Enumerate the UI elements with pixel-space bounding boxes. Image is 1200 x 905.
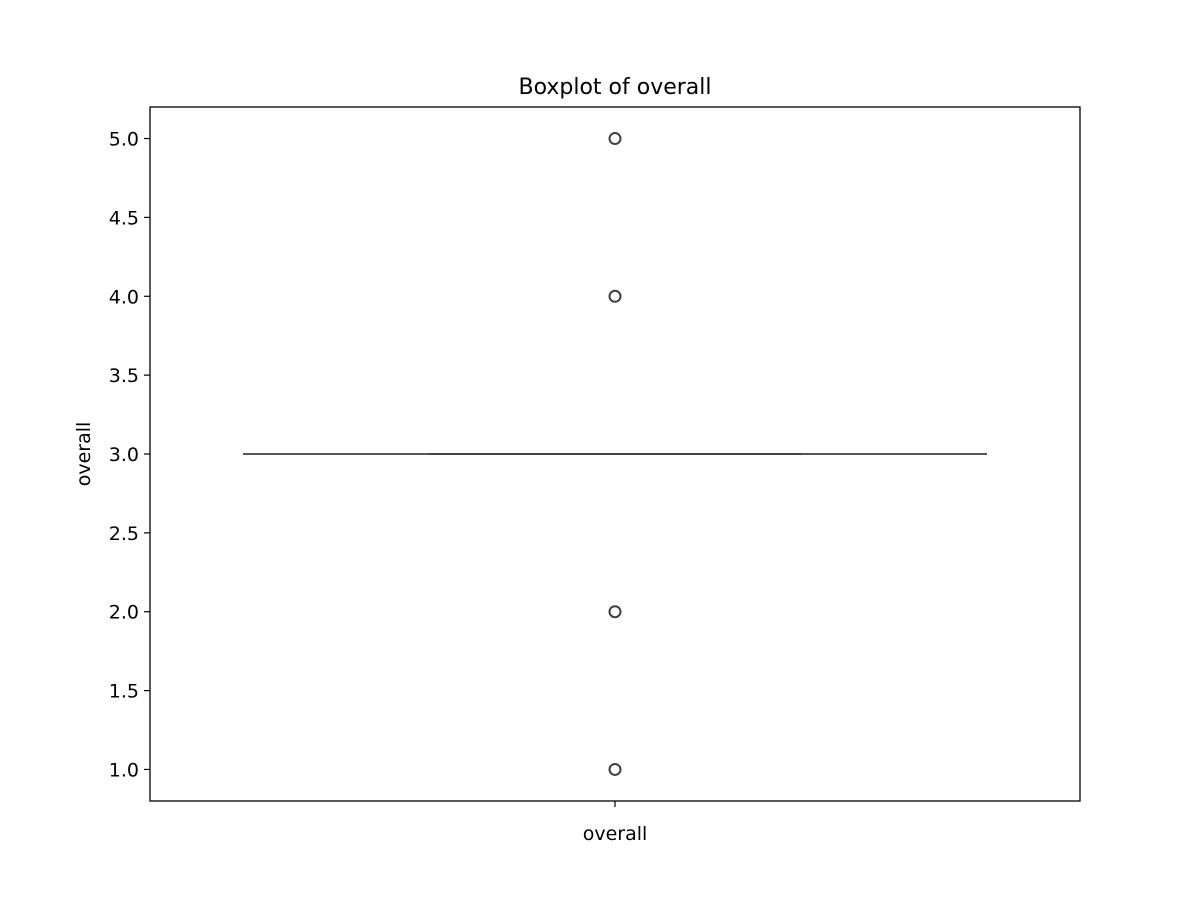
y-axis-label: overall (73, 422, 95, 487)
outlier-point (610, 606, 621, 617)
y-axis-ticks: 1.0 1.5 2.0 2.5 3.0 3.5 4.0 4.5 5.0 (109, 129, 150, 782)
x-tick-label: overall (583, 823, 648, 845)
outlier-point (610, 133, 621, 144)
y-tick-label: 1.5 (109, 681, 139, 703)
y-tick-label: 3.0 (109, 444, 139, 466)
outlier-point (610, 764, 621, 775)
y-tick-label: 1.0 (109, 759, 139, 781)
y-tick-label: 4.5 (109, 207, 139, 229)
x-axis-ticks: overall (583, 801, 648, 845)
y-tick-label: 2.5 (109, 523, 139, 545)
y-tick-label: 5.0 (109, 129, 139, 151)
y-tick-label: 3.5 (109, 365, 139, 387)
chart-title: Boxplot of overall (518, 75, 711, 100)
y-tick-label: 4.0 (109, 286, 139, 308)
boxplot-group (243, 133, 987, 775)
y-tick-label: 2.0 (109, 602, 139, 624)
outlier-point (610, 291, 621, 302)
